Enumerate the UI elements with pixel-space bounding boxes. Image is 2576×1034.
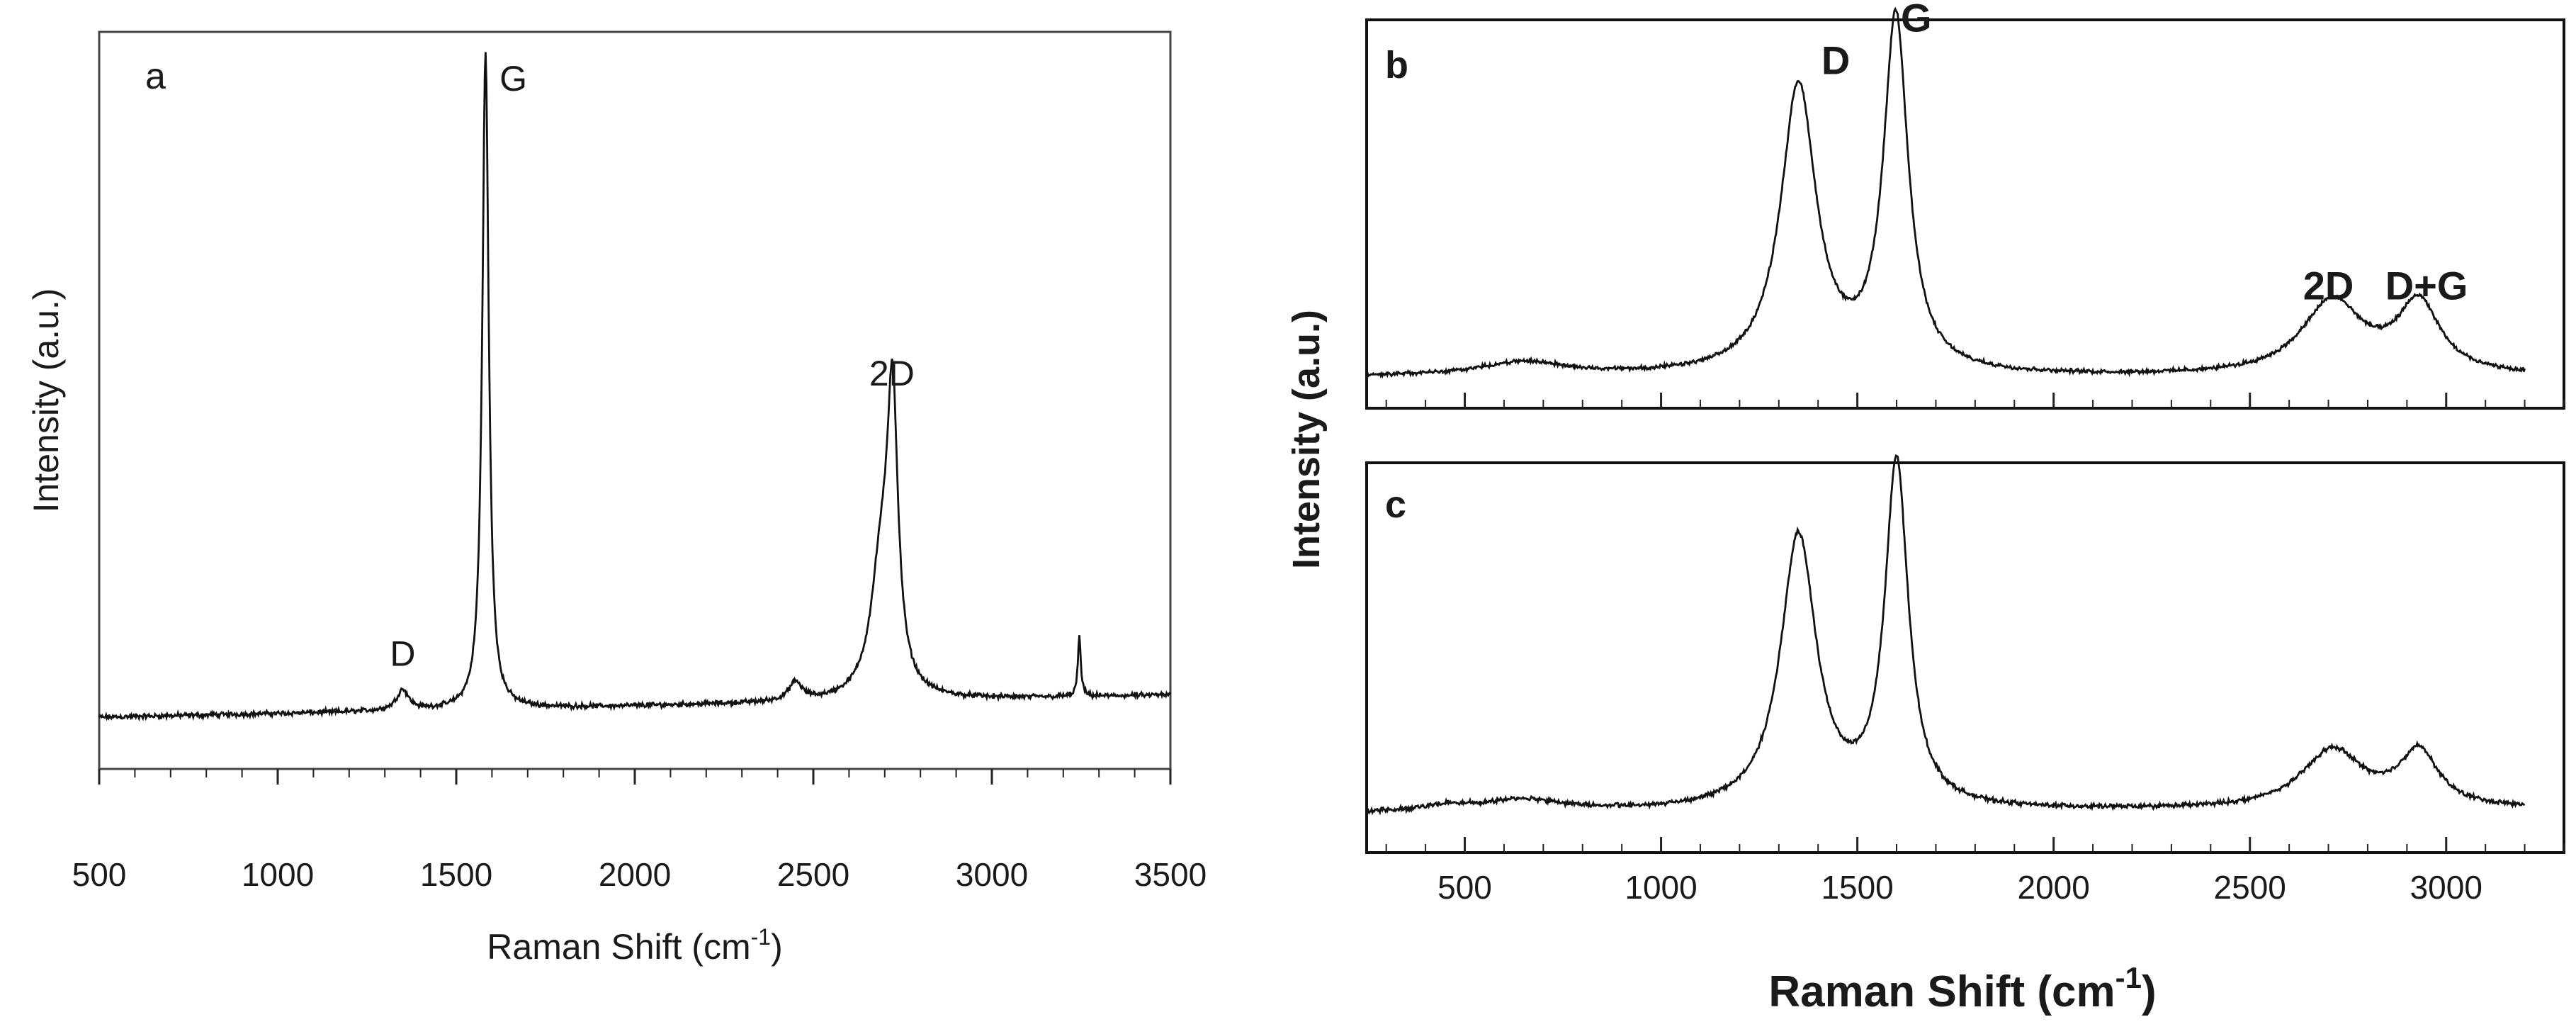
- x-tick-label: 1500: [420, 856, 492, 893]
- x-tick-label: 1000: [242, 856, 314, 893]
- panel-b-label: b: [1385, 44, 1408, 86]
- x-tick-label: 500: [72, 856, 127, 893]
- peak-label-d: D: [390, 634, 415, 673]
- panel-a-ticks: [98, 769, 1172, 785]
- x-tick-label: 1000: [1625, 869, 1697, 906]
- panel-a-spectrum-line: [98, 52, 1172, 722]
- panel-b-spectrum-line: [1365, 6, 2526, 379]
- x-tick-label: 500: [1437, 869, 1492, 906]
- x-tick-label: 3000: [956, 856, 1028, 893]
- peak-label-2d: 2D: [869, 354, 915, 393]
- panel-bc-ylabel: Intensity (a.u.): [1285, 310, 1328, 569]
- x-tick-label: 2000: [2018, 869, 2090, 906]
- x-tick-label: 2500: [2214, 869, 2286, 906]
- panel-a-xlabel: Raman Shift (cm-1): [487, 924, 782, 967]
- panel-b: b D G 2D D+G: [1365, 0, 2565, 410]
- x-tick-label: 1500: [1821, 869, 1893, 906]
- x-tick-label: 3000: [2410, 869, 2482, 906]
- panel-b-ticks: [1385, 393, 2565, 408]
- panel-a-ylabel: Intensity (a.u.): [26, 288, 66, 513]
- panel-a-tick-labels: 500 1000 1500 2000 2500 3000 3500: [72, 856, 1207, 893]
- peak-label-g: G: [1901, 0, 1932, 40]
- panel-c-frame: [1365, 461, 2565, 854]
- peak-label-dplusg: D+G: [2385, 264, 2468, 308]
- panel-c-ticks: [1385, 837, 2565, 853]
- panel-c-spectrum-line: [1366, 454, 2526, 816]
- x-tick-label: 2500: [777, 856, 849, 893]
- panel-c-label: c: [1385, 483, 1406, 526]
- panel-a: a Intensity (a.u.) Raman Shift (cm-1) 50…: [26, 30, 1207, 967]
- peak-label-d: D: [1821, 38, 1850, 83]
- panel-bc-xlabel: Raman Shift (cm-1): [1768, 961, 2156, 1016]
- x-tick-label: 2000: [599, 856, 671, 893]
- panel-c: c 500 1000 1500 2000 2500 3000: [1365, 454, 2565, 906]
- panel-c-tick-labels: 500 1000 1500 2000 2500 3000: [1437, 869, 2482, 906]
- panel-a-label: a: [145, 56, 166, 97]
- peak-label-2d: 2D: [2303, 264, 2354, 308]
- peak-label-g: G: [499, 59, 527, 99]
- panel-b-peak-annotations: D G 2D D+G: [1821, 0, 2468, 308]
- panel-a-peak-annotations: D G 2D: [390, 59, 914, 673]
- x-tick-label: 3500: [1134, 856, 1207, 893]
- panel-a-frame: [98, 30, 1172, 770]
- panel-b-frame: [1365, 18, 2565, 410]
